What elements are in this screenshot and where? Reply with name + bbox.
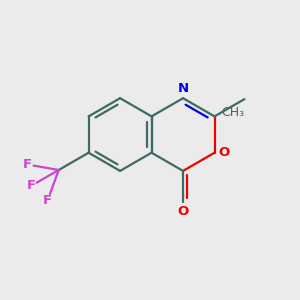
Text: F: F bbox=[22, 158, 32, 171]
Text: O: O bbox=[177, 206, 189, 218]
Text: CH₃: CH₃ bbox=[221, 106, 244, 119]
Text: N: N bbox=[178, 82, 189, 95]
Text: F: F bbox=[26, 179, 36, 193]
Text: O: O bbox=[218, 146, 230, 159]
Text: F: F bbox=[43, 194, 52, 207]
